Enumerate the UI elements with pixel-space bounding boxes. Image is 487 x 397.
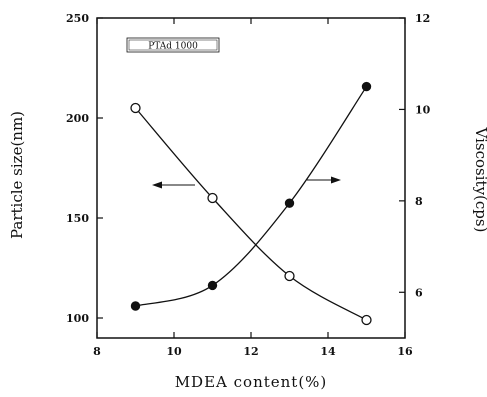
viscosity-point — [361, 81, 372, 92]
series-arrows — [152, 176, 341, 189]
legend-label: PTAd 1000 — [148, 42, 198, 52]
right-arrow-head — [331, 176, 341, 184]
viscosity-point — [130, 301, 141, 311]
viscosity-point — [284, 198, 295, 208]
y-axis-left-title: Particle size(nm) — [8, 111, 26, 239]
viscosity-points — [130, 81, 372, 311]
particle-size-point — [207, 192, 218, 204]
particle-size-point — [284, 270, 295, 282]
particle-size-point — [130, 102, 141, 114]
x-tick-label: 14 — [320, 345, 336, 358]
y-left-tick-label: 250 — [66, 12, 89, 25]
viscosity-curve — [135, 86, 368, 307]
tick-marks — [96, 17, 406, 338]
y-left-tick-label: 100 — [66, 312, 89, 325]
x-tick-label: 10 — [166, 345, 182, 358]
y-left-tick-label: 150 — [66, 212, 89, 225]
tick-labels: 8 10 12 14 16 100 150 200 250 6 8 10 12 — [66, 12, 431, 358]
y-axis-right-title: Viscosity(cps) — [472, 127, 487, 233]
particle-size-point — [361, 314, 372, 326]
x-axis-title: MDEA content(%) — [175, 373, 328, 391]
x-tick-label: 12 — [243, 345, 258, 358]
y-right-tick-label: 10 — [415, 103, 431, 116]
viscosity-point — [207, 280, 218, 291]
plot-frame — [96, 17, 406, 339]
particle-size-points — [130, 102, 372, 326]
particle-size-curve — [135, 107, 367, 321]
x-tick-label: 8 — [93, 345, 101, 358]
legend-box: PTAd 1000 — [126, 37, 220, 53]
left-arrow-head — [152, 181, 162, 189]
x-tick-label: 16 — [397, 345, 413, 358]
y-right-tick-label: 8 — [415, 195, 423, 208]
y-left-tick-label: 200 — [66, 112, 89, 125]
y-right-tick-label: 12 — [415, 12, 430, 25]
y-right-tick-label: 6 — [415, 286, 423, 299]
